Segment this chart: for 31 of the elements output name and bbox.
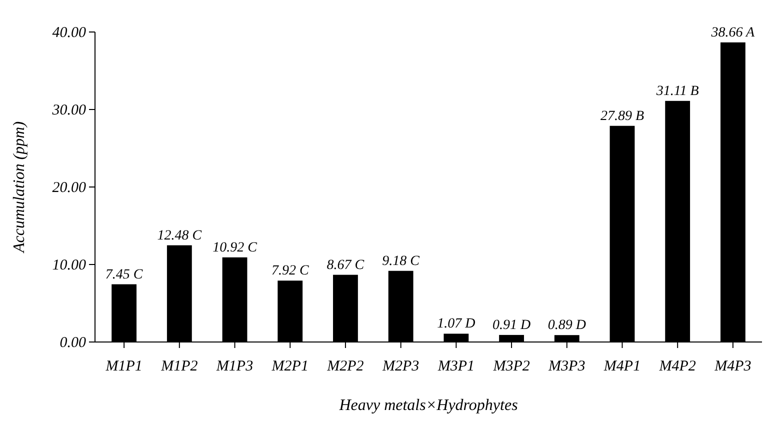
x-tick-label: M4P1 xyxy=(602,358,641,374)
data-label: 10.92 C xyxy=(212,240,258,256)
x-tick-label: M2P1 xyxy=(270,358,308,374)
data-label: 7.92 C xyxy=(271,264,310,279)
x-tick-label: M3P3 xyxy=(548,358,586,374)
data-label: 7.45 C xyxy=(105,267,144,282)
x-tick-label: M1P3 xyxy=(215,358,254,374)
data-label: 9.18 C xyxy=(382,254,420,269)
x-tick-label: M2P2 xyxy=(326,358,364,374)
data-label: 0.89 D xyxy=(548,318,586,334)
x-tick-label: M1P2 xyxy=(160,358,198,374)
y-tick-label: 20.00 xyxy=(52,180,86,196)
x-axis-title: Heavy metals×Hydrophytes xyxy=(338,397,518,414)
y-tick-label: 30.00 xyxy=(51,102,86,118)
x-tick-label: M3P2 xyxy=(492,358,530,374)
x-tick-label: M4P2 xyxy=(658,358,696,374)
y-tick-label: 10.00 xyxy=(52,257,86,274)
x-tick-label: M1P1 xyxy=(104,358,142,374)
data-label: 1.07 D xyxy=(437,316,476,332)
x-tick-label: M3P1 xyxy=(436,358,475,374)
y-tick-label: 0.00 xyxy=(60,334,86,351)
data-label: 31.11 B xyxy=(655,84,700,99)
x-tick-label: M2P3 xyxy=(381,358,420,374)
y-axis-title: Accumulation (ppm) xyxy=(11,121,28,254)
data-label: 27.89 B xyxy=(600,108,644,124)
data-label: 8.67 C xyxy=(326,258,365,273)
y-tick-label: 40.00 xyxy=(52,24,86,41)
data-label: 0.91 D xyxy=(492,318,531,333)
data-label: 12.48 C xyxy=(157,228,202,244)
x-tick-label: M4P3 xyxy=(714,358,752,374)
data-label: 38.66 A xyxy=(710,25,756,40)
